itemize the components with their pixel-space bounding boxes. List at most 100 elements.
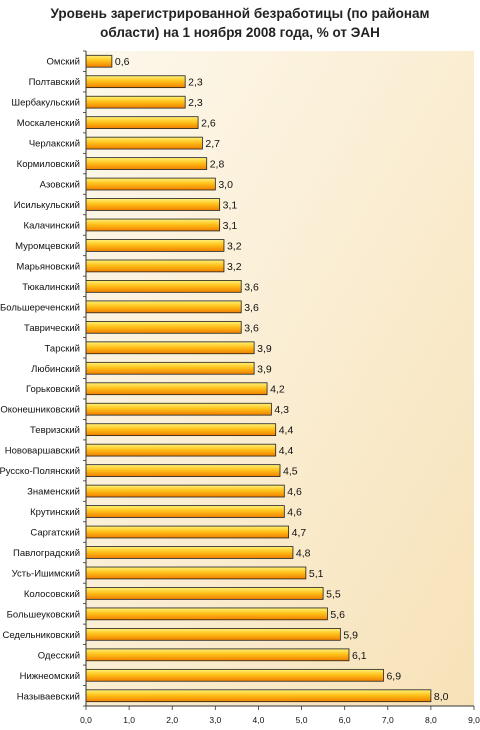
category-label: Шербакульский <box>11 98 80 109</box>
data-label: 3,0 <box>218 179 233 191</box>
bar <box>85 361 255 375</box>
data-label: 3,2 <box>227 261 242 273</box>
category-label: Павлоградский <box>13 548 80 559</box>
category-label: Нововаршавский <box>5 446 80 457</box>
data-label: 3,1 <box>223 200 238 212</box>
category-label: Азовский <box>40 180 80 191</box>
category-label: Седельниковский <box>3 630 81 641</box>
bar <box>85 382 268 396</box>
bar <box>85 505 285 518</box>
category-label: Большеуковский <box>7 609 80 620</box>
category-label: Усть-Ишимский <box>12 568 80 579</box>
category-label: Саргатский <box>30 528 80 539</box>
category-label: Таврический <box>24 323 80 334</box>
category-label: Тевризский <box>30 425 80 436</box>
data-label: 5,1 <box>309 568 324 580</box>
data-label: 4,2 <box>270 384 285 396</box>
category-label: Москаленский <box>17 118 80 129</box>
data-label: 4,8 <box>296 547 311 559</box>
bar <box>85 689 432 703</box>
data-label: 6,9 <box>386 670 401 682</box>
bar <box>85 157 208 170</box>
category-label: Большереченский <box>0 302 80 313</box>
data-label: 2,3 <box>188 97 203 109</box>
chart-title: Уровень зарегистрированной безработицы (… <box>0 4 480 42</box>
category-label: Калачинский <box>24 220 80 231</box>
data-label: 4,6 <box>287 486 302 498</box>
data-label: 5,9 <box>343 629 358 641</box>
bar <box>85 280 242 293</box>
bar <box>85 402 272 416</box>
category-label: Марьяновский <box>16 261 80 272</box>
bar <box>85 198 221 211</box>
chart-title-line-2: области) на 1 ноября 2008 года, % от ЭАН <box>100 25 380 40</box>
bar <box>85 546 294 559</box>
bar <box>85 239 225 252</box>
data-label: 0,6 <box>115 56 130 68</box>
bar <box>85 259 225 273</box>
x-tick-label: 1,0 <box>123 715 135 725</box>
category-label: Одесский <box>38 650 80 661</box>
data-label: 4,6 <box>287 507 302 519</box>
category-label: Нижнеомский <box>20 671 80 682</box>
category-label: Крутинский <box>30 507 80 518</box>
bar <box>85 628 341 641</box>
category-label: Оконешниковский <box>0 405 80 416</box>
category-label: Черлакский <box>29 139 80 150</box>
x-tick-label: 2,0 <box>166 715 178 725</box>
data-label: 3,9 <box>257 363 272 375</box>
bar <box>85 136 203 150</box>
data-label: 3,9 <box>257 343 272 355</box>
data-label: 3,6 <box>244 281 259 293</box>
data-label: 4,4 <box>279 445 294 457</box>
category-label: Полтавский <box>29 77 80 88</box>
bar <box>85 75 186 89</box>
data-label: 3,2 <box>227 240 242 252</box>
category-label: Знаменский <box>27 487 80 498</box>
x-tick-label: 7,0 <box>382 715 394 725</box>
data-label: 3,1 <box>223 220 238 232</box>
data-label: 3,6 <box>244 302 259 314</box>
bar <box>85 116 199 129</box>
data-label: 5,5 <box>326 588 341 600</box>
category-label: Русско-Полянский <box>0 466 80 477</box>
bar <box>85 464 281 477</box>
bar <box>85 648 350 662</box>
data-label: 3,6 <box>244 322 259 334</box>
data-label: 4,3 <box>274 404 289 416</box>
bar <box>85 300 242 314</box>
category-label: Исилькульский <box>14 200 80 211</box>
category-label: Тюкалинский <box>22 282 80 293</box>
bar <box>85 341 255 355</box>
data-label: 2,8 <box>210 159 225 171</box>
x-tick-label: 0,0 <box>80 715 92 725</box>
category-label: Горьковский <box>26 384 80 395</box>
data-label: 4,5 <box>283 466 298 478</box>
bar <box>85 566 307 580</box>
data-label: 5,6 <box>330 609 345 621</box>
x-tick-label: 8,0 <box>425 715 437 725</box>
bar <box>85 54 113 68</box>
bar <box>85 668 384 682</box>
bar <box>85 525 290 539</box>
data-label: 2,3 <box>188 77 203 89</box>
data-label: 4,7 <box>292 527 307 539</box>
bar <box>85 95 186 109</box>
x-tick-label: 9,0 <box>468 715 480 725</box>
category-label: Любинский <box>31 364 80 375</box>
bar <box>85 218 221 232</box>
bar <box>85 587 324 600</box>
category-label: Муромцевский <box>15 241 80 252</box>
category-label: Омский <box>47 57 80 68</box>
data-label: 2,6 <box>201 118 216 130</box>
x-tick-label: 6,0 <box>339 715 351 725</box>
bar <box>85 177 216 191</box>
chart-title-line-1: Уровень зарегистрированной безработицы (… <box>50 6 430 21</box>
bar <box>85 607 328 621</box>
bar <box>85 484 285 498</box>
data-label: 6,1 <box>352 650 367 662</box>
bar <box>85 320 242 334</box>
category-label: Колосовский <box>24 589 80 600</box>
category-label: Называевский <box>17 691 80 702</box>
